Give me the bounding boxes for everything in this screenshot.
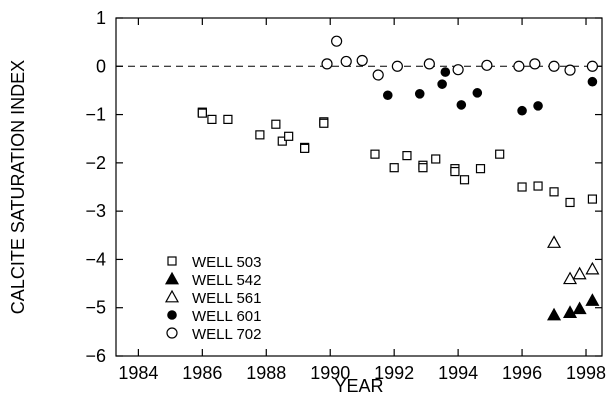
plot-area: 1984 1986 1988 1990 1992 1994 1996 1998 1 0 −1 −2 −… (85, 8, 606, 383)
well-503-point (495, 149, 505, 159)
x-tick-label: 1984 (118, 363, 158, 383)
well-503-point (565, 197, 575, 208)
well-542-point (585, 293, 600, 306)
x-tick-label: 1996 (502, 363, 542, 383)
well-702-point (331, 35, 343, 47)
well-601-point (456, 100, 467, 110)
well-542-point (563, 305, 578, 318)
y-tick-label: 1 (96, 8, 106, 28)
well-601-point (533, 101, 543, 111)
well-702-point (564, 64, 576, 76)
well-503-point (431, 154, 441, 164)
well-601-point (517, 105, 527, 116)
well-702-point (340, 55, 352, 68)
x-axis-title: YEAR (334, 376, 383, 396)
x-tick-label: 1998 (566, 363, 606, 383)
well-601-point (437, 79, 447, 89)
data-markers (197, 35, 600, 321)
well-601-point (587, 76, 598, 87)
x-axis-ticks: 1984 1986 1988 1990 1992 1994 1996 1998 (118, 18, 606, 383)
legend-label-well-561: WELL 561 (192, 290, 262, 307)
well-503-point (517, 182, 527, 192)
y-tick-label: −2 (85, 153, 106, 173)
well-503-point (549, 187, 559, 197)
well-702-point (452, 64, 464, 76)
x-tick-label: 1994 (438, 363, 478, 383)
well-503-point (402, 151, 412, 161)
well-503-point (587, 194, 598, 204)
well-503-point (533, 181, 543, 191)
well-702-point (586, 60, 599, 72)
well-503-point (284, 131, 294, 141)
legend-label-well-702: WELL 702 (192, 326, 262, 343)
legend-marker-well-561 (164, 289, 180, 303)
legend-marker-well-542 (164, 271, 180, 285)
x-tick-label: 1988 (246, 363, 286, 383)
well-601-point (414, 89, 425, 99)
legend-label-well-601: WELL 601 (192, 308, 262, 325)
x-tick-label: 1986 (182, 363, 222, 383)
well-503-point (207, 114, 217, 125)
legend-marker-well-601 (167, 310, 177, 320)
well-503-point (450, 166, 460, 177)
well-503-point (319, 118, 329, 128)
legend-label-well-542: WELL 542 (192, 272, 262, 289)
x-tick-label: 1992 (374, 363, 414, 383)
well-503-point (255, 130, 265, 140)
well-702-point (481, 59, 493, 71)
well-601-point (440, 67, 451, 77)
well-542-point (547, 307, 562, 321)
well-542-point (572, 301, 587, 315)
well-503-point (197, 108, 207, 118)
well-561-point (563, 271, 578, 285)
well-503-point (475, 164, 486, 174)
y-axis-title: CALCITE SATURATION INDEX (8, 60, 28, 314)
well-503-point (389, 163, 399, 173)
well-702-point (356, 54, 368, 67)
well-561-point (585, 261, 600, 275)
well-561-point (547, 235, 562, 248)
well-503-point (418, 163, 428, 173)
y-tick-label: −3 (85, 201, 106, 221)
x-tick-label: 1990 (310, 363, 350, 383)
y-tick-label: −6 (85, 346, 106, 366)
well-702-point (391, 60, 403, 72)
well-503-point (277, 136, 287, 146)
plot-frame (115, 17, 603, 357)
well-503-point (300, 143, 310, 153)
well-702-point (548, 60, 560, 72)
legend-label-well-503: WELL 503 (192, 254, 262, 271)
y-tick-label: −5 (85, 298, 106, 318)
y-tick-label: −1 (85, 105, 106, 125)
y-tick-label: −4 (85, 249, 106, 269)
well-503-point (459, 175, 470, 185)
legend-marker-well-503 (167, 256, 177, 266)
well-561-point (572, 266, 587, 280)
well-503-point (223, 114, 233, 125)
well-601-point (382, 90, 393, 101)
y-tick-label: 0 (96, 56, 106, 76)
well-702-point (529, 58, 541, 70)
well-702-point (321, 58, 333, 70)
well-601-point (472, 88, 483, 98)
y-axis-ticks: 1 0 −1 −2 −3 −4 −5 −6 (85, 8, 602, 366)
well-702-point (372, 69, 384, 81)
well-702-point (513, 60, 525, 72)
well-503-point (271, 119, 281, 129)
legend-marker-well-702 (166, 327, 178, 339)
well-702-point (423, 58, 435, 70)
well-503-point (370, 149, 380, 159)
